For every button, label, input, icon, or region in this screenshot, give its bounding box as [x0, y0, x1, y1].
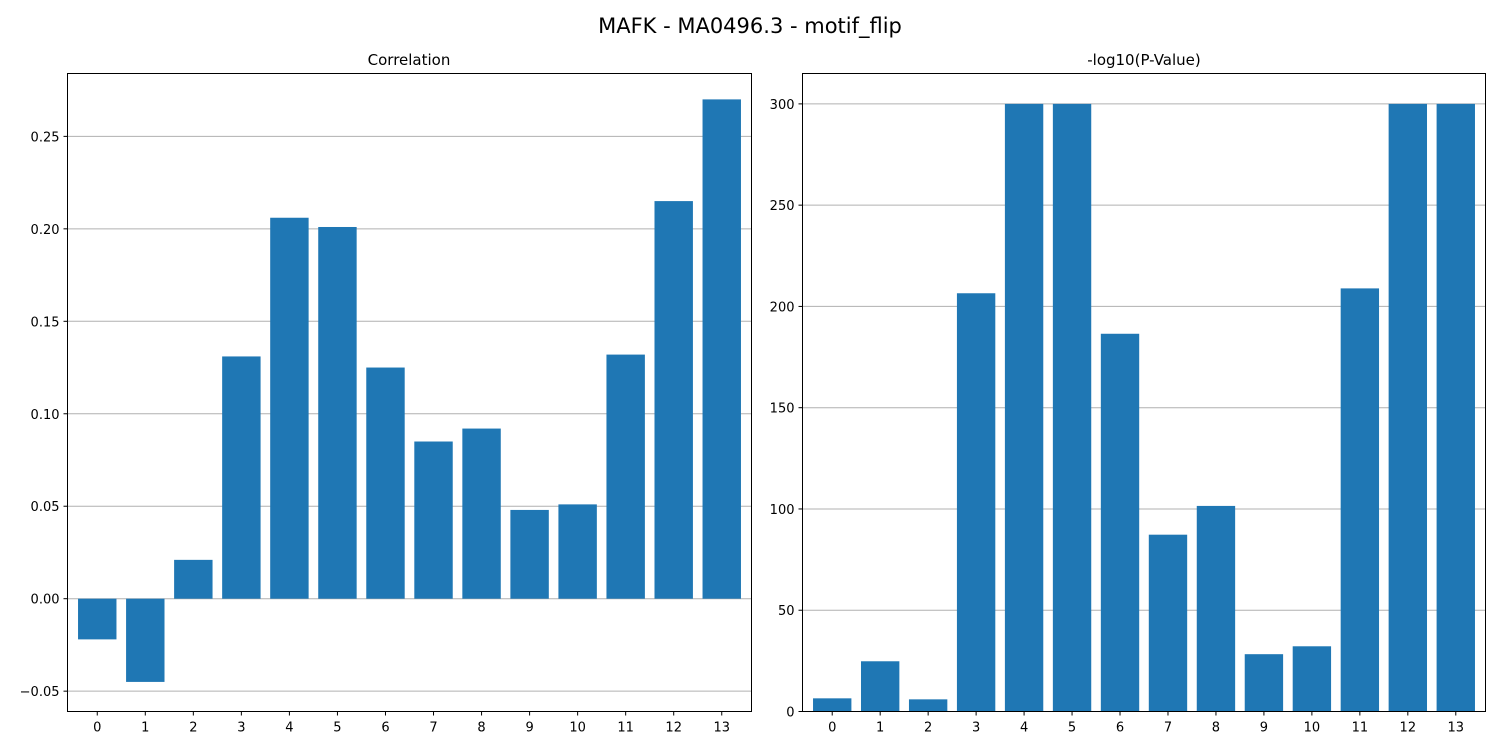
bar [956, 293, 996, 712]
bar [1244, 654, 1284, 712]
plot-frame [802, 73, 1486, 712]
y-tick-label: 0.15 [31, 315, 60, 330]
x-tick-label: 5 [333, 721, 341, 736]
bar [78, 598, 117, 640]
bar [366, 367, 405, 599]
bar [1052, 103, 1092, 712]
x-tick-label: 13 [1448, 721, 1465, 736]
bar [1196, 505, 1236, 712]
x-tick-label: 1 [876, 721, 884, 736]
bar [126, 598, 165, 682]
bar [174, 559, 213, 599]
y-tick-label: 0.25 [31, 130, 60, 145]
x-tick-label: 5 [1068, 721, 1076, 736]
x-tick-label: 12 [1400, 721, 1417, 736]
x-tick-label: 3 [972, 721, 980, 736]
x-tick-label: 7 [1164, 721, 1172, 736]
bar [1292, 646, 1332, 712]
chart-title: -log10(P-Value) [1087, 51, 1201, 69]
bar [1340, 288, 1380, 712]
y-tick-label: 0.00 [31, 593, 60, 608]
y-tick-label: 250 [770, 199, 795, 214]
y-tick-label: 0.10 [31, 408, 60, 423]
bar [318, 226, 357, 599]
x-tick-label: 8 [477, 721, 485, 736]
x-tick-label: 3 [237, 721, 245, 736]
bar [462, 428, 501, 599]
bar [702, 99, 741, 599]
figure-title: MAFK - MA0496.3 - motif_flip [598, 14, 902, 39]
x-tick-label: 12 [665, 721, 682, 736]
x-tick-label: 9 [525, 721, 533, 736]
y-tick-label: 0.05 [31, 500, 60, 515]
x-tick-label: 2 [924, 721, 932, 736]
y-tick-label: 150 [770, 402, 795, 417]
x-tick-label: 2 [189, 721, 197, 736]
y-tick-label: −0.05 [20, 685, 60, 700]
x-tick-label: 0 [828, 721, 836, 736]
x-tick-label: 7 [429, 721, 437, 736]
bar [813, 698, 852, 712]
bar [1148, 534, 1188, 712]
x-tick-label: 6 [1116, 721, 1124, 736]
y-tick-label: 200 [770, 300, 795, 315]
x-tick-label: 8 [1212, 721, 1220, 736]
y-tick-label: 300 [770, 98, 795, 113]
x-tick-label: 9 [1260, 721, 1268, 736]
y-tick-label: 50 [778, 604, 795, 619]
x-tick-label: 0 [93, 721, 101, 736]
bar [908, 699, 948, 712]
x-tick-label: 1 [141, 721, 149, 736]
x-tick-label: 6 [381, 721, 389, 736]
plot-frame [67, 73, 752, 712]
bar [222, 356, 261, 599]
x-tick-label: 4 [285, 721, 293, 736]
bar [414, 441, 453, 599]
chart-correlation: Correlation −0.05 0.00 0.05 0.10 0.15 0.20 0.2… [20, 51, 752, 736]
y-tick-label: 0.20 [31, 223, 60, 238]
y-tick-label: 0 [786, 706, 794, 721]
bar [1004, 103, 1044, 712]
bar [654, 201, 693, 599]
bar [1388, 103, 1428, 712]
y-tick-label: 100 [770, 503, 795, 518]
chart-title: Correlation [368, 51, 451, 69]
bar [606, 354, 645, 599]
x-tick-label: 10 [1304, 721, 1321, 736]
bar [1436, 103, 1475, 712]
x-tick-label: 11 [1352, 721, 1369, 736]
bar [860, 661, 900, 712]
bar [1100, 333, 1140, 712]
x-tick-label: 13 [713, 721, 730, 736]
bar [270, 217, 309, 599]
x-tick-label: 10 [569, 721, 586, 736]
bar [558, 504, 597, 599]
x-tick-label: 11 [617, 721, 634, 736]
bar [510, 509, 549, 599]
x-tick-label: 4 [1020, 721, 1028, 736]
